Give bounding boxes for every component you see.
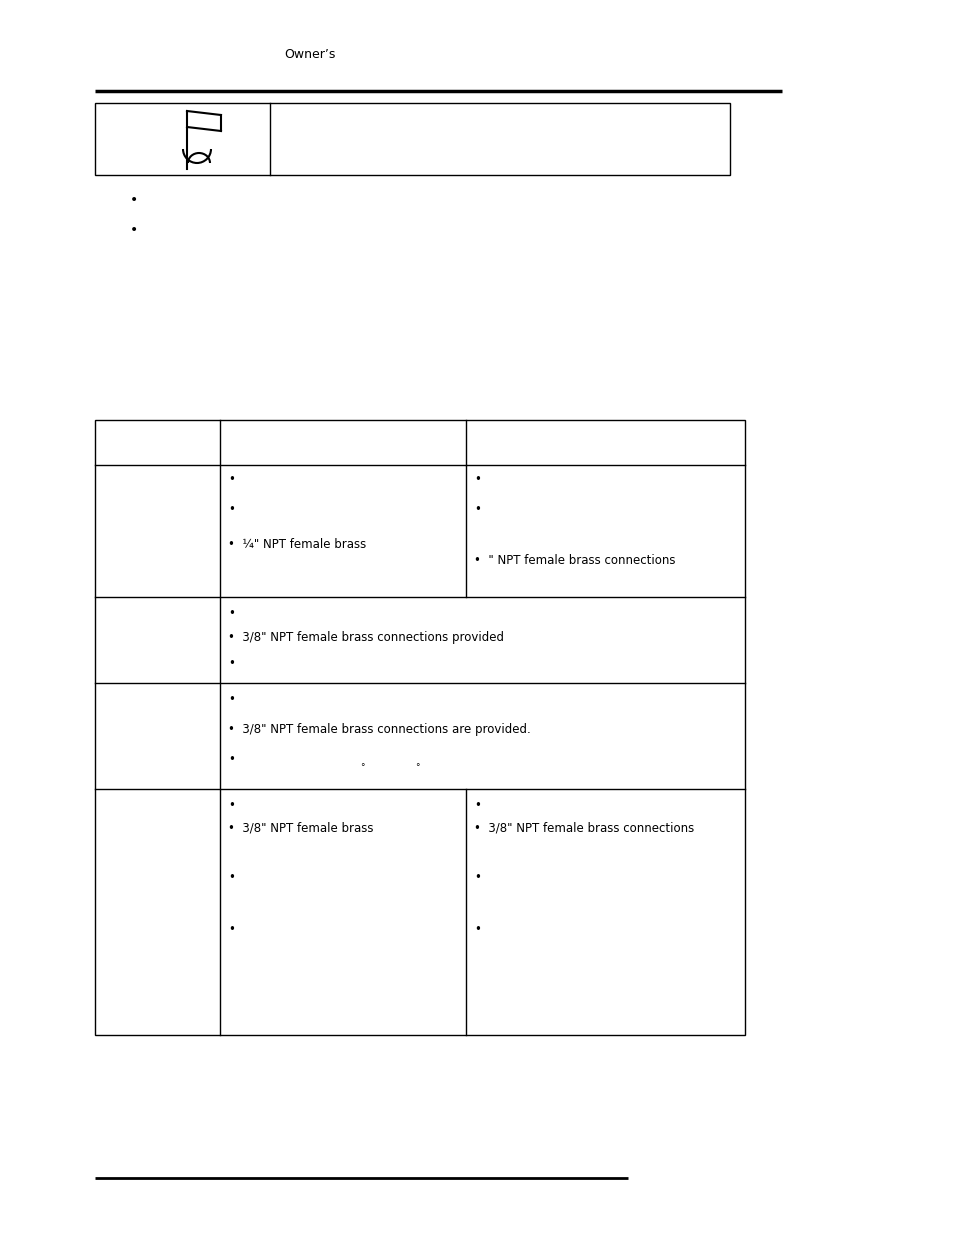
Bar [95, 103, 729, 175]
Text: •: • [474, 504, 480, 516]
Text: •: • [228, 504, 234, 516]
Text: •: • [228, 872, 234, 884]
Text: •: • [474, 473, 480, 487]
Text: •  " NPT female brass connections: • " NPT female brass connections [474, 553, 675, 567]
Text: •: • [228, 606, 234, 620]
Text: •: • [228, 753, 234, 767]
Text: •  3/8" NPT female brass connections are provided.: • 3/8" NPT female brass connections are … [228, 724, 530, 736]
Text: •: • [228, 799, 234, 811]
Text: •  3/8" NPT female brass connections: • 3/8" NPT female brass connections [474, 821, 694, 835]
Text: •: • [474, 872, 480, 884]
Text: °: ° [415, 763, 419, 773]
Bar [95, 420, 744, 1035]
Text: •: • [228, 924, 234, 936]
Text: •  ¼" NPT female brass: • ¼" NPT female brass [228, 538, 366, 552]
Text: •: • [228, 657, 234, 669]
Text: •  3/8" NPT female brass: • 3/8" NPT female brass [228, 821, 374, 835]
Text: •: • [228, 473, 234, 487]
Text: •: • [474, 799, 480, 811]
Text: •: • [130, 193, 138, 207]
Text: Owner’s: Owner’s [284, 48, 335, 62]
Text: •: • [228, 694, 234, 706]
Text: •: • [130, 224, 138, 237]
Text: •  3/8" NPT female brass connections provided: • 3/8" NPT female brass connections prov… [228, 631, 503, 645]
Text: •: • [474, 924, 480, 936]
Text: °: ° [359, 763, 364, 773]
